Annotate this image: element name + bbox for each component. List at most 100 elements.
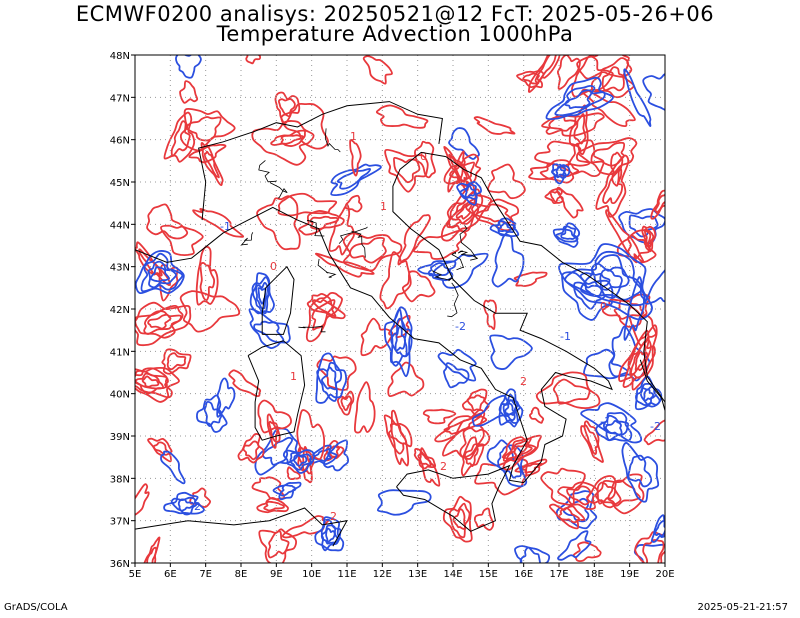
warm-advection-contour bbox=[166, 352, 187, 371]
warm-advection-contour bbox=[277, 192, 338, 217]
warm-advection-contour bbox=[387, 361, 425, 398]
cold-advection-contour bbox=[432, 252, 489, 289]
warm-advection-contour bbox=[450, 198, 477, 225]
warm-advection-contour bbox=[572, 541, 602, 562]
warm-advection-contour bbox=[541, 112, 605, 137]
warm-advection-contour bbox=[650, 189, 665, 220]
warm-advection-contour bbox=[311, 299, 336, 331]
cold-advection-contour bbox=[314, 516, 345, 552]
warm-advection-contour bbox=[315, 252, 375, 278]
cold-advection-contour bbox=[642, 73, 665, 112]
warm-advection-contour bbox=[634, 351, 647, 372]
warm-advection-contour bbox=[575, 137, 638, 176]
cold-advection-contour bbox=[203, 401, 223, 428]
cold-advection-contour bbox=[177, 498, 195, 512]
contour-label: 1 bbox=[380, 200, 387, 213]
warm-advection-contour bbox=[540, 467, 586, 506]
regional-border bbox=[459, 225, 478, 261]
cold-advection-contour bbox=[497, 222, 513, 233]
cold-advection-contour bbox=[272, 481, 302, 501]
chart-subtitle: Temperature Advection 1000hPa bbox=[216, 22, 574, 46]
x-tick-label: 5E bbox=[129, 569, 142, 580]
cold-advection-contour bbox=[163, 491, 205, 515]
x-tick-label: 15E bbox=[479, 569, 498, 580]
coastline bbox=[261, 265, 295, 335]
warm-advection-contour bbox=[170, 120, 191, 157]
warm-advection-contour bbox=[328, 203, 355, 256]
warm-advection-contour bbox=[513, 443, 528, 458]
warm-advection-contour bbox=[146, 546, 158, 563]
x-tick-label: 16E bbox=[514, 569, 533, 580]
cold-advection-contour bbox=[147, 260, 177, 289]
warm-advection-contour bbox=[448, 502, 471, 539]
coastline bbox=[135, 507, 348, 547]
warm-advection-contour bbox=[627, 339, 652, 379]
x-tick-label: 17E bbox=[549, 569, 568, 580]
warm-advection-contour bbox=[534, 55, 557, 84]
regional-border bbox=[240, 232, 254, 246]
warm-advection-contour bbox=[545, 114, 578, 135]
warm-advection-contour bbox=[466, 394, 486, 412]
x-tick-label: 6E bbox=[164, 569, 177, 580]
cold-advection-contour bbox=[644, 269, 665, 305]
contour-label: -2 bbox=[650, 420, 661, 433]
warm-advection-contour bbox=[163, 111, 196, 163]
warm-advection-contour bbox=[353, 381, 376, 434]
warm-advection-contour bbox=[161, 348, 192, 375]
warm-advection-contour bbox=[135, 305, 184, 339]
warm-advection-contour bbox=[566, 485, 592, 506]
cold-advection-contour bbox=[489, 217, 520, 238]
warm-advection-contour bbox=[280, 134, 304, 145]
cold-advection-contour bbox=[628, 214, 659, 238]
contour-label: -1 bbox=[600, 415, 611, 428]
contour-label: 2 bbox=[440, 460, 447, 473]
warm-advection-contour bbox=[443, 415, 482, 435]
warm-advection-contour bbox=[627, 306, 657, 347]
regional-border bbox=[451, 251, 464, 271]
x-tick-label: 12E bbox=[373, 569, 392, 580]
regional-border bbox=[306, 219, 325, 237]
y-tick-label: 41N bbox=[110, 347, 130, 358]
warm-advection-contour bbox=[556, 186, 584, 219]
contour-label: -2 bbox=[455, 320, 466, 333]
warm-advection-contour bbox=[251, 476, 286, 501]
x-tick-label: 7E bbox=[199, 569, 212, 580]
warm-advection-contour bbox=[344, 194, 363, 213]
regional-border bbox=[338, 226, 368, 244]
warm-advection-contour bbox=[349, 139, 362, 177]
warm-advection-contour bbox=[277, 98, 296, 118]
y-tick-label: 48N bbox=[110, 51, 130, 62]
regional-border bbox=[298, 325, 326, 333]
warm-advection-contour bbox=[419, 447, 441, 487]
warm-advection-contour bbox=[528, 406, 545, 424]
warm-advection-contour bbox=[349, 236, 387, 264]
warm-advection-contour bbox=[388, 422, 407, 445]
cold-advection-contour bbox=[253, 320, 285, 344]
warm-advection-contour bbox=[535, 371, 601, 409]
contour-label: 1 bbox=[290, 370, 297, 383]
contour-label: 1 bbox=[350, 130, 357, 143]
warm-advection-contour bbox=[242, 440, 260, 461]
cold-advection-contour bbox=[417, 260, 457, 282]
contour-label: -1 bbox=[220, 220, 231, 233]
warm-advection-contour bbox=[135, 483, 150, 516]
cold-advection-contour bbox=[427, 262, 451, 277]
warm-advection-contour bbox=[192, 208, 245, 238]
warm-advection-contour bbox=[360, 317, 394, 357]
warm-advection-contour bbox=[549, 190, 561, 203]
warm-advection-contour bbox=[200, 142, 224, 187]
warm-advection-contour bbox=[195, 245, 219, 306]
warm-advection-contour bbox=[634, 531, 665, 563]
cold-advection-contour bbox=[279, 484, 297, 497]
warm-advection-contour bbox=[627, 234, 651, 260]
cold-advection-contour bbox=[459, 182, 478, 200]
cold-advection-contour bbox=[255, 281, 270, 310]
warm-advection-contour bbox=[514, 458, 548, 477]
warm-advection-contour bbox=[203, 150, 220, 179]
warm-advection-contour bbox=[460, 436, 485, 477]
cold-advection-contour bbox=[633, 543, 665, 563]
warm-advection-contour bbox=[521, 462, 543, 474]
cold-advection-contour bbox=[170, 496, 198, 516]
coastline bbox=[445, 156, 665, 403]
cold-advection-contour bbox=[555, 490, 598, 530]
